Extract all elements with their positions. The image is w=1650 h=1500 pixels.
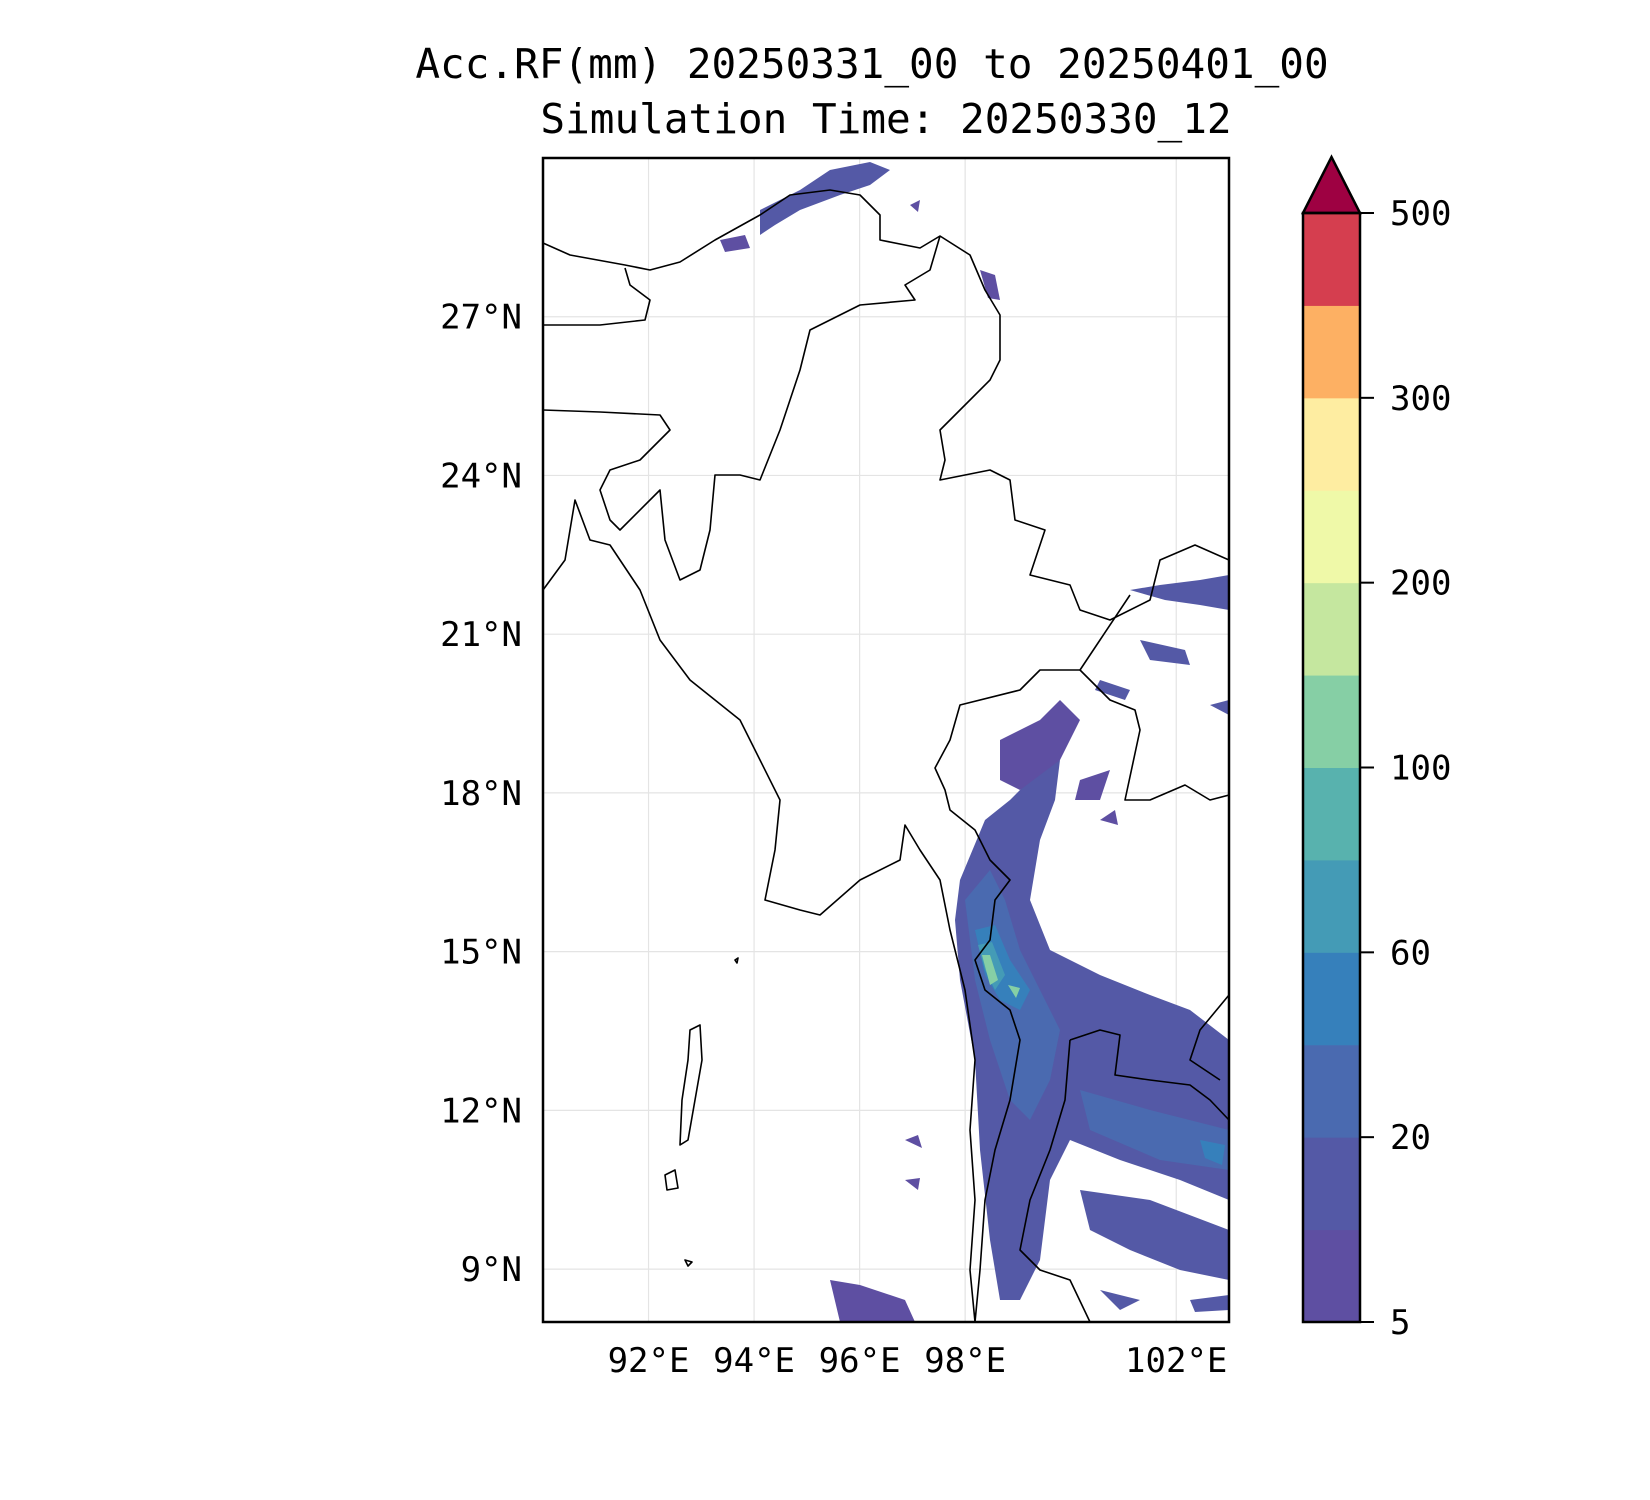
colorbar-tick-label: 20	[1390, 1118, 1431, 1158]
lon-tick-label: 96°E	[819, 1341, 901, 1381]
chart-subtitle: Simulation Time: 20250330_12	[540, 95, 1231, 143]
colorbar-tick-label: 300	[1390, 379, 1451, 419]
colorbar-band	[1303, 1137, 1360, 1231]
myanmar-north-east-border	[543, 189, 1229, 621]
colorbar-band	[1303, 675, 1360, 768]
india-bangladesh-border	[543, 267, 651, 326]
thailand-laos-border	[1079, 669, 1229, 801]
chart-title: Acc.RF(mm) 20250331_00 to 20250401_00	[415, 40, 1328, 88]
rain-area-andaman-sea	[830, 1135, 922, 1322]
lat-tick-label: 12°N	[440, 1091, 522, 1131]
colorbar: 5 20 60 100 200 300 500	[1300, 154, 1451, 1343]
andaman-islands	[664, 957, 739, 1267]
thailand-cambodia-border	[1069, 994, 1229, 1121]
lat-tick-label: 15°N	[440, 933, 522, 973]
lon-tick-label: 92°E	[608, 1341, 690, 1381]
rain-area-main	[955, 760, 1229, 1300]
rain-area-laos	[1095, 575, 1229, 715]
rain-core-100-150	[982, 955, 1020, 998]
lat-tick-label: 9°N	[461, 1250, 522, 1290]
lon-tick-label: 102°E	[1125, 1341, 1227, 1381]
lat-tick-label: 24°N	[440, 456, 522, 496]
colorbar-tick-label: 200	[1390, 564, 1451, 604]
colorbar-band	[1303, 490, 1360, 584]
colorbar-band	[1303, 582, 1360, 676]
lon-tick-label: 94°E	[713, 1341, 795, 1381]
myanmar-thailand-border	[934, 594, 1131, 1322]
colorbar-band	[1303, 213, 1360, 306]
lat-tick-label: 21°N	[440, 615, 522, 655]
colorbar-band	[1303, 397, 1360, 491]
rain-area-north	[760, 162, 890, 235]
bangladesh-border	[543, 235, 941, 581]
map-frame	[541, 156, 1231, 1324]
colorbar-band	[1303, 952, 1360, 1046]
rain-core-40-60	[975, 925, 1225, 1165]
myanmar-coastline	[543, 499, 976, 1322]
colorbar-band	[1303, 305, 1360, 399]
rain-core-20-40	[965, 870, 1229, 1170]
colorbar-tick-label: 100	[1390, 749, 1451, 789]
map-axis-ticks: 27°N 24°N 21°N 18°N 15°N 12°N 9°N 92°E 94°E 96°E 9…	[440, 298, 1227, 1381]
lat-tick-label: 18°N	[440, 774, 522, 814]
colorbar-band	[1303, 859, 1360, 953]
colorbar-extend-triangle	[1300, 154, 1363, 215]
colorbar-tick-label: 500	[1390, 194, 1451, 234]
country-borders-and-coastlines	[543, 189, 1229, 1322]
rain-area-south-thailand	[1080, 1190, 1229, 1312]
gulf-of-thailand-coast	[1019, 1039, 1091, 1322]
lon-tick-label: 98°E	[924, 1341, 1006, 1381]
colorbar-band	[1303, 1044, 1360, 1138]
rainfall-field	[720, 162, 1229, 1322]
lat-tick-label: 27°N	[440, 298, 522, 338]
colorbar-band	[1303, 1229, 1360, 1323]
colorbar-tick-label: 5	[1390, 1303, 1410, 1343]
rain-area-west-thailand	[1000, 700, 1118, 825]
colorbar-band	[1303, 767, 1360, 861]
colorbar-tick-label: 60	[1390, 933, 1431, 973]
